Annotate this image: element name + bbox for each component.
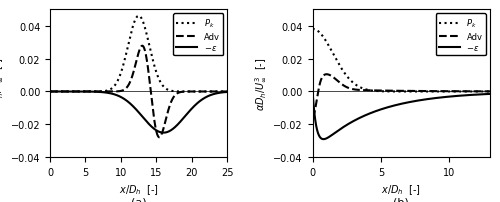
- X-axis label: $x/D_h$  [-]: $x/D_h$ [-]: [382, 183, 422, 197]
- X-axis label: $x/D_h$  [-]: $x/D_h$ [-]: [118, 183, 158, 197]
- Legend: $P_k$, Adv, $-\varepsilon$: $P_k$, Adv, $-\varepsilon$: [436, 14, 486, 56]
- Y-axis label: $\alpha D_h/U_\infty^3$  [-]: $\alpha D_h/U_\infty^3$ [-]: [0, 57, 5, 110]
- Legend: $P_k$, Adv, $-\varepsilon$: $P_k$, Adv, $-\varepsilon$: [173, 14, 224, 56]
- Text: (b): (b): [394, 197, 409, 202]
- Y-axis label: $\alpha D_h/U_\infty^3$  [-]: $\alpha D_h/U_\infty^3$ [-]: [253, 57, 268, 110]
- Text: (a): (a): [131, 197, 146, 202]
